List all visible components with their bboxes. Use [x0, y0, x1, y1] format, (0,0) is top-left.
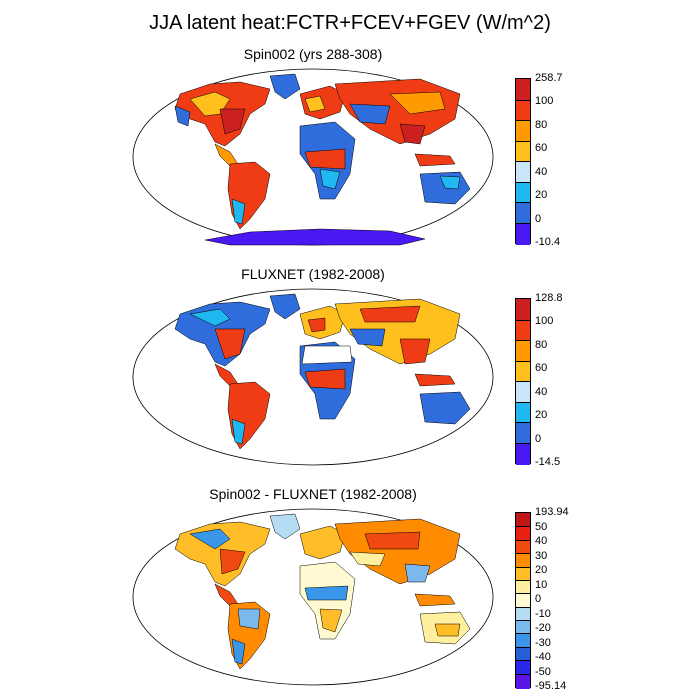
europe: [299, 525, 346, 560]
colorbar-tick-label: 0: [535, 212, 542, 225]
colorbar-swatch: [516, 340, 530, 362]
colorbar-tick-label: 20: [535, 189, 548, 202]
antarctica: [204, 228, 426, 246]
colorbar-tick-label: 20: [535, 409, 548, 422]
colorbar-swatch: [516, 606, 530, 622]
colorbar-tick-label: 80: [535, 338, 548, 351]
figure-title: JJA latent heat:FCTR+FCEV+FGEV (W/m^2): [149, 12, 551, 34]
australia: [419, 391, 471, 425]
colorbar-tick-label: 100: [535, 95, 554, 108]
colorbar-swatches: [515, 512, 531, 689]
colorbar-swatch: [516, 120, 530, 142]
panel-3-map: [132, 508, 494, 686]
colorbar-tick-label: 0: [535, 432, 542, 445]
colorbar-swatch: [516, 381, 530, 403]
colorbar-swatches: [515, 78, 531, 245]
colorbar-swatch: [516, 360, 530, 383]
panel-1-colorbar: 258.7 100 80 60 40 20 0 -10.4: [515, 73, 585, 248]
colorbar-swatch: [516, 202, 530, 224]
colorbar-swatch: [516, 140, 530, 163]
colorbar-tick-label: -10.4: [535, 236, 561, 248]
colorbar-tick-label: 40: [535, 385, 548, 398]
panel-2-map: [132, 288, 494, 466]
colorbar-swatch: [516, 79, 530, 100]
colorbar-swatch: [516, 319, 530, 342]
colorbar-tick-label: -20: [535, 622, 551, 634]
panel-2-title: FLUXNET (1982-2008): [241, 266, 385, 282]
colorbar-tick-label: -95.14: [535, 680, 567, 692]
colorbar-swatch: [516, 620, 530, 636]
colorbar-swatch: [516, 181, 530, 204]
colorbar-tick-label: -14.5: [535, 456, 561, 468]
colorbar-tick-label: 10: [535, 578, 548, 591]
colorbar-swatch: [516, 513, 530, 527]
colorbar-swatch: [516, 566, 530, 582]
panel-3-title: Spin002 - FLUXNET (1982-2008): [209, 486, 417, 502]
colorbar-tick-label: 50: [535, 520, 548, 533]
colorbar-swatch: [516, 526, 530, 542]
colorbar-tick-label: 60: [535, 362, 548, 375]
colorbar-swatch: [516, 222, 530, 245]
colorbar-swatch: [516, 99, 530, 122]
colorbar-tick-label: 128.8: [535, 292, 563, 304]
colorbar-swatch: [516, 299, 530, 320]
colorbar-tick-label: 60: [535, 142, 548, 155]
colorbar-swatch: [516, 442, 530, 465]
land-masses: [174, 513, 471, 670]
colorbar-tick-label: -50: [535, 665, 551, 678]
greenland: [269, 293, 301, 320]
land-masses: [174, 73, 471, 246]
panel-2-colorbar: 128.8 100 80 60 40 20 0 -14.5: [515, 293, 585, 468]
colorbar-swatch: [516, 673, 530, 689]
greenland: [269, 513, 301, 540]
greenland: [269, 73, 301, 100]
colorbar-tick-label: -10: [535, 607, 551, 620]
panel-1-title: Spin002 (yrs 288-308): [243, 46, 383, 62]
colorbar-swatch: [516, 422, 530, 444]
africa: [299, 561, 356, 640]
panel-1-map: [132, 68, 494, 246]
colorbar-swatch: [516, 646, 530, 662]
colorbar-tick-label: 0: [535, 593, 542, 605]
colorbar-swatch: [516, 401, 530, 424]
colorbar-swatch: [516, 579, 530, 595]
colorbar-swatch: [516, 660, 530, 676]
colorbar-swatch: [516, 593, 530, 609]
colorbar-tick-label: 193.94: [535, 506, 569, 518]
colorbar-swatch: [516, 161, 530, 183]
colorbar-tick-label: 258.7: [535, 72, 563, 84]
land-masses: [174, 293, 471, 450]
colorbar-swatches: [515, 298, 531, 465]
colorbar-tick-label: 30: [535, 549, 548, 562]
colorbar-swatch: [516, 539, 530, 555]
colorbar-tick-label: 40: [535, 535, 548, 547]
colorbar-tick-label: 20: [535, 564, 548, 576]
colorbar-swatch: [516, 633, 530, 649]
colorbar-tick-label: -40: [535, 651, 551, 663]
colorbar-tick-label: 40: [535, 165, 548, 178]
colorbar-tick-label: 100: [535, 315, 554, 328]
colorbar-swatch: [516, 553, 530, 569]
colorbar-tick-label: -30: [535, 636, 551, 649]
panel-3-colorbar: 193.94 50 40 30 20 10 0 -10 -20 -30 -40 -50 -95.14: [515, 507, 595, 692]
colorbar-tick-label: 80: [535, 118, 548, 131]
